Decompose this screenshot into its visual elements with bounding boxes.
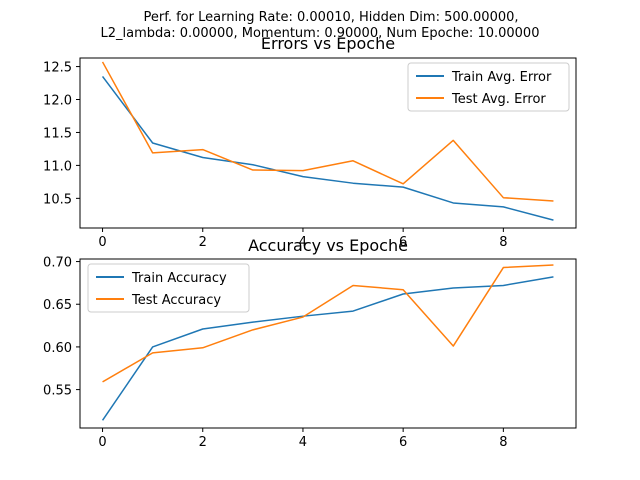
- accuracy-y-tick-label: 0.55: [43, 384, 72, 399]
- errors-chart-title: Errors vs Epoche: [261, 34, 395, 53]
- errors-x-tick-label: 2: [199, 235, 207, 250]
- errors-legend: Train Avg. Error Test Avg. Error: [407, 62, 570, 112]
- accuracy-x-tick-label: 0: [98, 435, 106, 450]
- accuracy-x-tick-label: 2: [199, 435, 207, 450]
- errors-y-tick-label: 11.5: [43, 126, 72, 141]
- accuracy-y-tick-label: 0.65: [43, 298, 72, 313]
- accuracy-test-line: [102, 264, 554, 383]
- errors-y-tick-label: 12.0: [43, 94, 72, 109]
- accuracy-x-tick-label: 8: [499, 435, 507, 450]
- errors-x-tick-label: 4: [299, 235, 307, 250]
- errors-x-tick-label: 6: [399, 235, 407, 250]
- errors-y-tick-label: 10.5: [43, 192, 72, 207]
- accuracy-axes-frame: [79, 258, 577, 429]
- accuracy-legend-box: [87, 263, 250, 313]
- errors-x-tick-label: 0: [98, 235, 106, 250]
- errors-legend-train-label: Train Avg. Error: [451, 70, 552, 85]
- accuracy-legend: Train Accuracy Test Accuracy: [87, 263, 250, 313]
- errors-chart: 0 2 4 6 8 10.5 11.0 11.5 12.0 12.5 Train Avg. Erro…: [43, 34, 577, 250]
- errors-y-tick-label: 11.0: [43, 159, 72, 174]
- accuracy-legend-train-label: Train Accuracy: [131, 271, 227, 286]
- errors-legend-test-label: Test Avg. Error: [451, 92, 546, 107]
- accuracy-y-tick-label: 0.70: [43, 256, 72, 271]
- errors-axes-frame: [79, 57, 577, 229]
- accuracy-chart-title: Accuracy vs Epoche: [248, 236, 408, 255]
- accuracy-y-tick-label: 0.60: [43, 341, 72, 356]
- errors-test-line: [101, 61, 554, 202]
- accuracy-train-line: [101, 276, 554, 421]
- accuracy-legend-test-label: Test Accuracy: [131, 293, 221, 308]
- errors-x-tick-label: 8: [499, 235, 507, 250]
- suptitle-line-2: L2_lambda: 0.00000, Momentum: 0.90000, N…: [101, 26, 540, 41]
- accuracy-x-tick-label: 4: [299, 435, 307, 450]
- accuracy-chart: 0 2 4 6 8 0.55 0.60 0.65 0.70 Train Accuracy Test …: [43, 236, 577, 450]
- errors-legend-box: [407, 62, 570, 112]
- errors-y-tick-label: 12.5: [43, 61, 72, 76]
- errors-train-line: [101, 75, 554, 221]
- suptitle-line-1: Perf. for Learning Rate: 0.00010, Hidden…: [143, 10, 518, 25]
- accuracy-x-tick-label: 6: [399, 435, 407, 450]
